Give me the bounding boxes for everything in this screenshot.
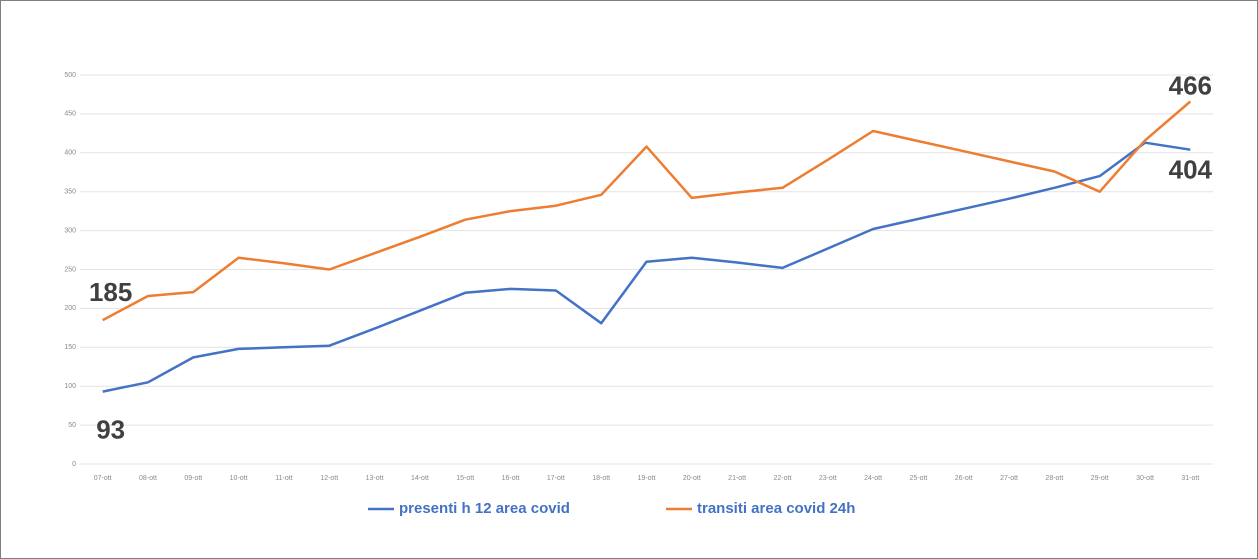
- data-line: [102, 100, 1192, 322]
- x-tick-label: 19-ott: [638, 475, 656, 482]
- x-tick-label: 08-ott: [139, 475, 157, 482]
- x-tick-label: 29-ott: [1091, 475, 1109, 482]
- x-tick-label: 20-ott: [683, 475, 701, 482]
- y-tick-label: 150: [64, 344, 76, 351]
- y-tick-label: 350: [64, 189, 76, 196]
- y-tick-label: 250: [64, 266, 76, 273]
- x-tick-label: 31-ott: [1181, 475, 1199, 482]
- x-tick-label: 16-ott: [502, 475, 520, 482]
- y-tick-label: 500: [64, 72, 76, 79]
- legend-label: presenti h 12 area covid: [399, 500, 570, 517]
- x-tick-label: 18-ott: [592, 475, 610, 482]
- x-tick-label: 11-ott: [275, 475, 292, 482]
- y-tick-label: 100: [64, 383, 76, 390]
- x-tick-label: 13-ott: [366, 475, 384, 482]
- data-label: 404: [1169, 155, 1213, 185]
- x-tick-label: 23-ott: [819, 475, 837, 482]
- x-tick-label: 27-ott: [1000, 475, 1018, 482]
- x-tick-label: 21-ott: [728, 475, 746, 482]
- data-line: [102, 141, 1191, 393]
- data-label: 466: [1169, 70, 1212, 100]
- x-tick-label: 24-ott: [864, 475, 882, 482]
- x-tick-label: 30-ott: [1136, 475, 1154, 482]
- x-tick-label: 15-ott: [456, 475, 474, 482]
- data-label: 93: [96, 415, 125, 445]
- y-tick-label: 200: [64, 305, 76, 312]
- y-tick-label: 300: [64, 227, 76, 234]
- x-tick-label: 07-ott: [94, 475, 112, 482]
- x-tick-label: 14-ott: [411, 475, 429, 482]
- x-tick-label: 22-ott: [774, 475, 792, 482]
- legend-label: transiti area covid 24h: [697, 500, 855, 517]
- y-tick-label: 400: [64, 150, 76, 157]
- x-tick-label: 09-ott: [184, 475, 202, 482]
- x-tick-label: 10-ott: [230, 475, 248, 482]
- x-tick-label: 17-ott: [547, 475, 565, 482]
- x-tick-label: 28-ott: [1045, 475, 1063, 482]
- x-tick-label: 12-ott: [320, 475, 338, 482]
- y-tick-label: 450: [64, 111, 76, 118]
- data-label: 185: [89, 277, 132, 307]
- x-tick-label: 25-ott: [909, 475, 927, 482]
- x-tick-label: 26-ott: [955, 475, 973, 482]
- y-tick-label: 0: [72, 461, 76, 468]
- y-tick-label: 50: [68, 422, 76, 429]
